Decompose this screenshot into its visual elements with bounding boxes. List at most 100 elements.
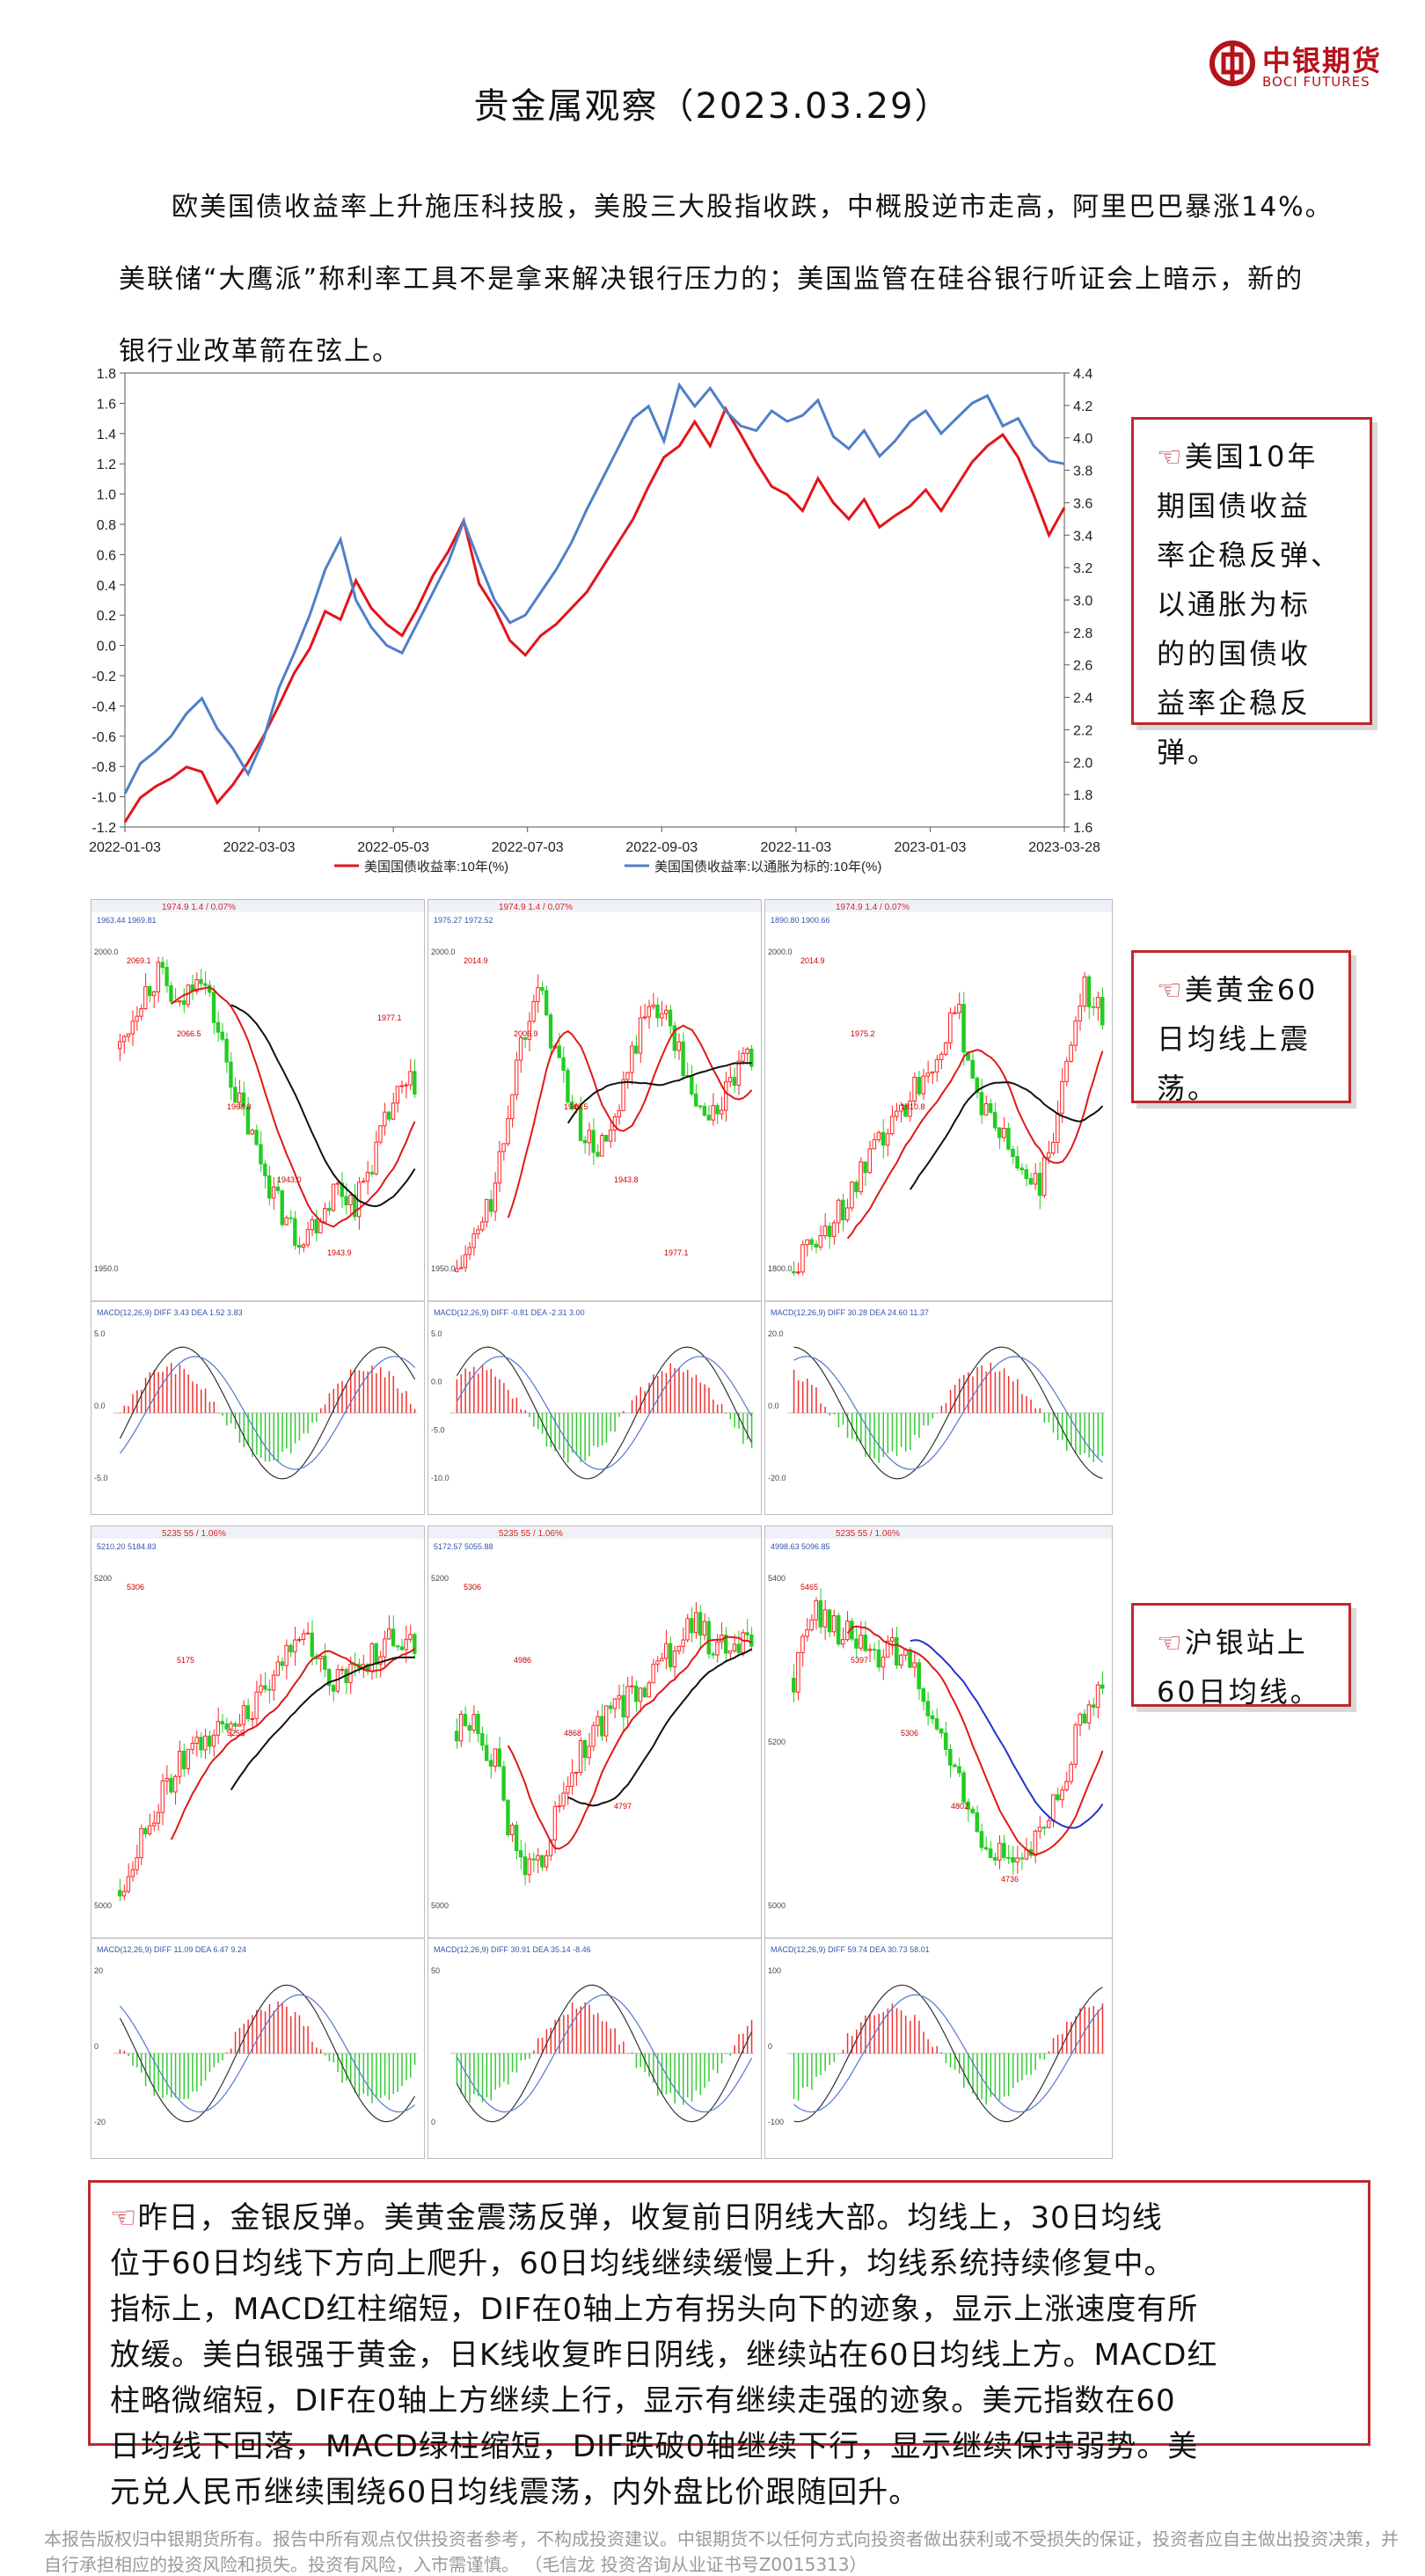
candle-body [997, 1842, 1002, 1861]
summary-line: 位于60日均线下方向上爬升，60日均线继续缓慢上升，均线系统持续修复中。 [110, 2241, 1348, 2287]
kline-panel-bottom-mid: 5235 55 / 1.06% 5172.57 5055.88 5200 5000 53… [428, 1526, 762, 2159]
candle-body [642, 1687, 647, 1698]
candle-body [280, 1189, 284, 1226]
candle-body [957, 1766, 961, 1774]
candle-body [630, 1045, 634, 1073]
candle-body [863, 1161, 867, 1174]
macd-tick-label: 50 [431, 1966, 440, 1975]
candle-body [983, 1103, 989, 1116]
candle-body [736, 1643, 741, 1653]
candle-body [220, 1031, 224, 1040]
candle-body [318, 1655, 323, 1659]
candle-body [859, 1161, 863, 1193]
candle-body [805, 1629, 809, 1637]
callout-line: 率企稳反弹、 [1157, 531, 1347, 580]
y-left-tick-label: 1.8 [97, 367, 116, 382]
candle-body [160, 1780, 164, 1813]
macd-tick-label: 0.0 [94, 1401, 106, 1410]
candle-body [1028, 1178, 1034, 1185]
candle-body [245, 1705, 251, 1720]
price-annotation: 1943.9 [327, 1248, 352, 1257]
candle-body [917, 1076, 921, 1094]
callout-line: ☜美黄金60 [1157, 965, 1326, 1014]
candle-body [229, 1061, 233, 1088]
candle-body [850, 1182, 854, 1209]
y-left-tick-label: 1.4 [97, 428, 116, 443]
candle-body [745, 1048, 749, 1054]
candle-body [156, 1811, 161, 1824]
candle-body [522, 1856, 528, 1876]
candle-body [305, 1632, 311, 1635]
price-tick-label: 5000 [768, 1901, 786, 1910]
candle-body [485, 1745, 489, 1761]
candle-body [233, 1723, 238, 1727]
candle-body [404, 1638, 408, 1650]
candle-body [245, 1106, 251, 1135]
summary-line-text: 放缓。美白银强于黄金，日K线收复昨日阴线，继续站在60日均线上方。MACD红 [110, 2338, 1218, 2373]
candle-body [203, 983, 208, 986]
candle-body [1037, 1826, 1042, 1832]
candle-body [727, 1077, 733, 1083]
candle-body [749, 1634, 754, 1647]
candle-body [792, 1678, 796, 1693]
candle-body [540, 1855, 544, 1868]
candle-body [190, 1743, 194, 1750]
candle-body [488, 1760, 493, 1767]
y-right-tick-label: 2.6 [1073, 659, 1092, 674]
y-right-tick-label: 3.8 [1073, 465, 1092, 479]
y-right-tick-label: 4.4 [1073, 367, 1092, 382]
candle-body [608, 1705, 613, 1709]
candle-body [1078, 1005, 1083, 1021]
candle-body [953, 1012, 957, 1014]
candle-body [822, 1609, 828, 1628]
callout-line: ☜美国10年 [1157, 432, 1347, 481]
candle-body [1033, 1830, 1038, 1856]
candle-body [164, 967, 169, 986]
plot-frame [124, 372, 1065, 828]
candle-body [638, 1687, 643, 1702]
bond-yield-chart: 1.8 1.6 1.4 1.2 1.0 0.8 0.6 0.4 0.2 0.0 -0.2 -0.4 -0… [79, 361, 1117, 889]
candle-body [711, 1105, 715, 1121]
candle-body [181, 1750, 186, 1770]
candle-body [548, 1014, 553, 1049]
macd-tick-label: 0.0 [431, 1378, 442, 1387]
price-annotation: 2014.9 [464, 956, 488, 965]
price-tick-label: 2000.0 [768, 948, 793, 956]
callout-text: 日均线上震 [1157, 1022, 1312, 1056]
candle-body [889, 1636, 895, 1642]
candle-body [178, 1000, 182, 1003]
price-annotation: 2014.9 [800, 956, 825, 965]
candle-body [903, 1104, 908, 1117]
summary-line-text: 柱略微缩短，DIF在0轴上方继续上行，显示有继续走强的迹象。美元指数在60 [110, 2383, 1176, 2419]
candle-body [1037, 1173, 1042, 1197]
candle-body [238, 1723, 242, 1727]
candle-body [497, 1748, 501, 1767]
candle-body [216, 1021, 221, 1033]
candle-body [1050, 1142, 1056, 1153]
candle-body [608, 1129, 613, 1142]
macd-tick-label: 20 [94, 1966, 103, 1975]
candle-body [621, 1079, 625, 1111]
price-tick-label: 1950.0 [94, 1264, 119, 1273]
candle-body [836, 1199, 841, 1224]
price-annotation: 5306 [464, 1583, 481, 1592]
candle-body [668, 1009, 673, 1027]
candle-body [241, 1092, 246, 1108]
candle-body [314, 1218, 318, 1233]
candle-body [694, 1612, 698, 1634]
candle-body [831, 1615, 837, 1633]
macd-tick-label: 0.0 [768, 1401, 779, 1410]
y-right-tick-label: 3.0 [1073, 594, 1092, 609]
candle-body [681, 1639, 685, 1647]
ma-red-line [846, 1625, 1104, 1856]
y-left-tick-label: 1.2 [97, 457, 116, 472]
candle-body [493, 1182, 498, 1212]
callout-text: 期国债收益 [1157, 489, 1312, 523]
x-tick-label: 2023-03-28 [1028, 840, 1100, 855]
callout-line: 日均线上震 [1157, 1014, 1326, 1064]
candle-body [544, 990, 549, 1016]
pointing-hand-icon: ☜ [1157, 440, 1185, 473]
candle-body [557, 1045, 561, 1058]
macd-dif-line [793, 1346, 1103, 1480]
candle-body [881, 1131, 886, 1146]
